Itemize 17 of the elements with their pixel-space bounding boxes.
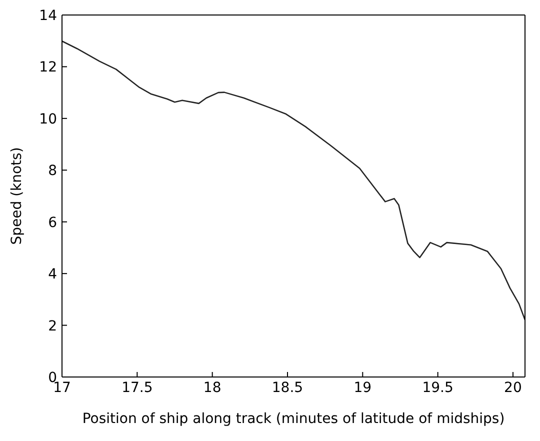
x-tick-label: 19.5: [422, 380, 454, 396]
y-tick-label: 2: [48, 318, 57, 334]
y-tick-label: 8: [48, 163, 57, 180]
y-tick-label: 4: [48, 266, 58, 283]
y-tick-label: 6: [48, 214, 58, 231]
x-tick-label: 19: [354, 380, 372, 396]
x-tick-label: 17.5: [122, 380, 153, 396]
y-tick-label: 10: [39, 111, 57, 128]
x-tick-label: 18.5: [272, 380, 304, 396]
line-series: [62, 40, 525, 321]
x-tick-label: 20: [504, 380, 522, 396]
y-tick-label: 12: [39, 60, 57, 76]
y-tick-label: 0: [48, 370, 57, 386]
y-axis-title: Speed (knots): [8, 147, 25, 245]
x-axis-title: Position of ship along track (minutes of latitude of midships): [82, 411, 505, 427]
y-tick-label: 14: [39, 8, 58, 24]
x-tick-label: 18: [203, 380, 222, 396]
